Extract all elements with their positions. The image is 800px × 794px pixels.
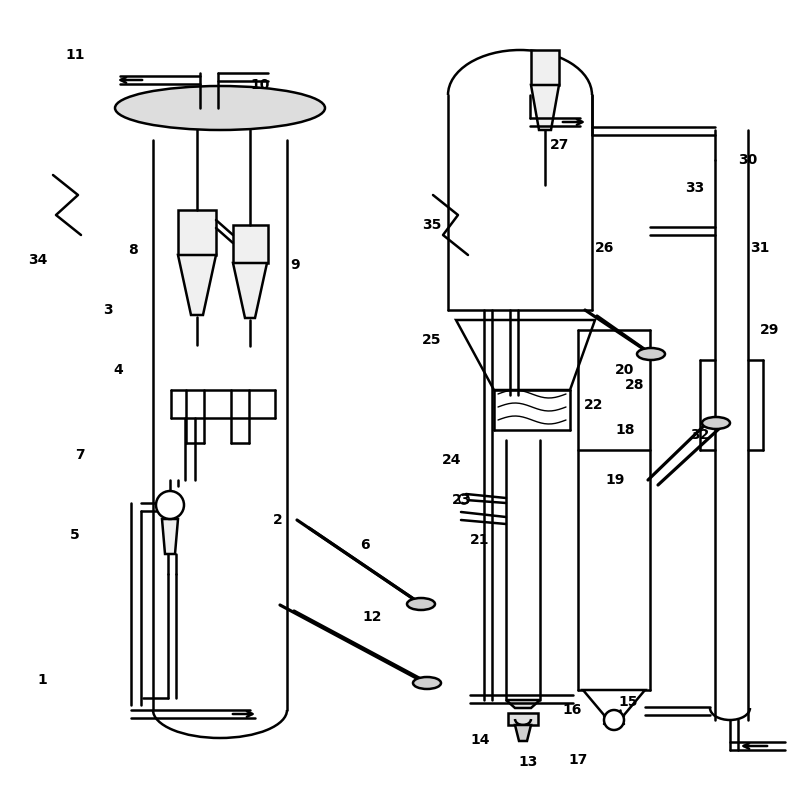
Polygon shape (162, 519, 178, 554)
Text: 5: 5 (70, 528, 80, 542)
Text: 35: 35 (422, 218, 442, 232)
Circle shape (604, 710, 624, 730)
Text: 6: 6 (360, 538, 370, 552)
Text: 34: 34 (28, 253, 48, 267)
Text: 3: 3 (103, 303, 113, 317)
Polygon shape (506, 700, 540, 708)
Text: 19: 19 (606, 473, 625, 487)
Polygon shape (456, 320, 595, 390)
Text: 18: 18 (615, 423, 634, 437)
Text: 21: 21 (470, 533, 490, 547)
Ellipse shape (637, 348, 665, 360)
Circle shape (156, 491, 184, 519)
Text: 2: 2 (273, 513, 283, 527)
Bar (508, 713, 538, 725)
Text: 14: 14 (470, 733, 490, 747)
Text: 27: 27 (550, 138, 570, 152)
Ellipse shape (407, 598, 435, 610)
Polygon shape (515, 725, 531, 741)
Ellipse shape (115, 86, 325, 130)
Text: 29: 29 (760, 323, 780, 337)
Ellipse shape (413, 677, 441, 689)
Text: 10: 10 (250, 78, 270, 92)
Text: 33: 33 (686, 181, 705, 195)
Polygon shape (531, 85, 559, 130)
Text: 12: 12 (362, 610, 382, 624)
Text: 13: 13 (518, 755, 538, 769)
Polygon shape (233, 263, 267, 318)
Text: 22: 22 (584, 398, 604, 412)
Text: 8: 8 (128, 243, 138, 257)
Text: 26: 26 (595, 241, 614, 255)
Text: 31: 31 (750, 241, 770, 255)
Circle shape (459, 494, 469, 504)
Text: 15: 15 (618, 695, 638, 709)
Polygon shape (178, 255, 216, 315)
Text: 16: 16 (562, 703, 582, 717)
Text: 20: 20 (615, 363, 634, 377)
Text: 4: 4 (113, 363, 123, 377)
Text: 28: 28 (626, 378, 645, 392)
Text: 24: 24 (442, 453, 462, 467)
Text: 7: 7 (75, 448, 85, 462)
Bar (178, 210, 216, 255)
Bar (531, 50, 559, 85)
Text: 11: 11 (66, 48, 85, 62)
Text: 25: 25 (422, 333, 442, 347)
Text: 17: 17 (568, 753, 588, 767)
Text: 23: 23 (452, 493, 472, 507)
Text: 32: 32 (690, 428, 710, 442)
Text: 9: 9 (290, 258, 300, 272)
Text: 30: 30 (738, 153, 758, 167)
Text: 1: 1 (37, 673, 47, 687)
Polygon shape (583, 690, 645, 715)
Ellipse shape (702, 417, 730, 429)
Bar (233, 225, 268, 263)
